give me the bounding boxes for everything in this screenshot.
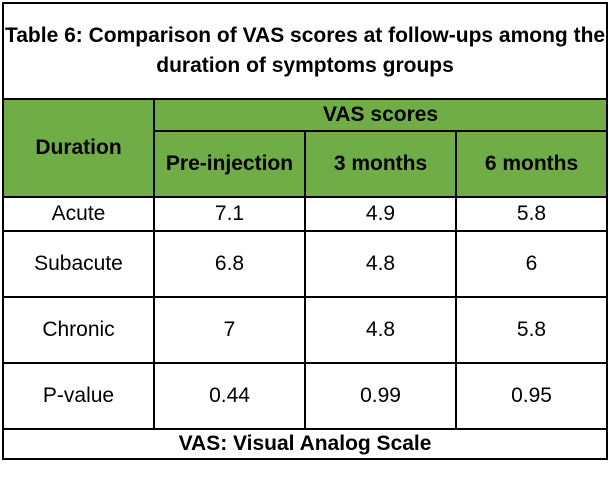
table-title: Table 6: Comparison of VAS scores at fol…	[1, 2, 609, 100]
table-cell: 0.99	[304, 362, 457, 430]
vas-table: Table 6: Comparison of VAS scores at fol…	[1, 2, 609, 460]
column-header-3-months: 3 months	[304, 130, 457, 198]
table-row: Subacute 6.8 4.8 6	[2, 230, 609, 298]
row-label-acute: Acute	[2, 196, 155, 232]
vas-scores-header: VAS scores	[152, 98, 609, 132]
duration-header: Duration	[2, 98, 155, 198]
table-cell: 7	[153, 296, 306, 364]
column-header-pre-injection: Pre-injection	[153, 130, 306, 198]
table-cell: 0.95	[454, 362, 609, 430]
column-header-6-months: 6 months	[454, 130, 609, 198]
table-footnote: VAS: Visual Analog Scale	[1, 428, 609, 460]
table-cell: 5.8	[454, 296, 609, 364]
table-cell: 7.1	[153, 196, 306, 232]
table-row: P-value 0.44 0.99 0.95	[2, 362, 609, 430]
table-cell: 4.9	[304, 196, 457, 232]
table-row: Acute 7.1 4.9 5.8	[2, 196, 609, 232]
table-cell: 6	[454, 230, 609, 298]
table-cell: 4.8	[304, 296, 457, 364]
row-label-p-value: P-value	[2, 362, 155, 430]
table-cell: 4.8	[304, 230, 457, 298]
row-label-chronic: Chronic	[2, 296, 155, 364]
table-row: Chronic 7 4.8 5.8	[2, 296, 609, 364]
row-label-subacute: Subacute	[2, 230, 155, 298]
table-cell: 5.8	[454, 196, 609, 232]
table-cell: 6.8	[153, 230, 306, 298]
table-cell: 0.44	[153, 362, 306, 430]
